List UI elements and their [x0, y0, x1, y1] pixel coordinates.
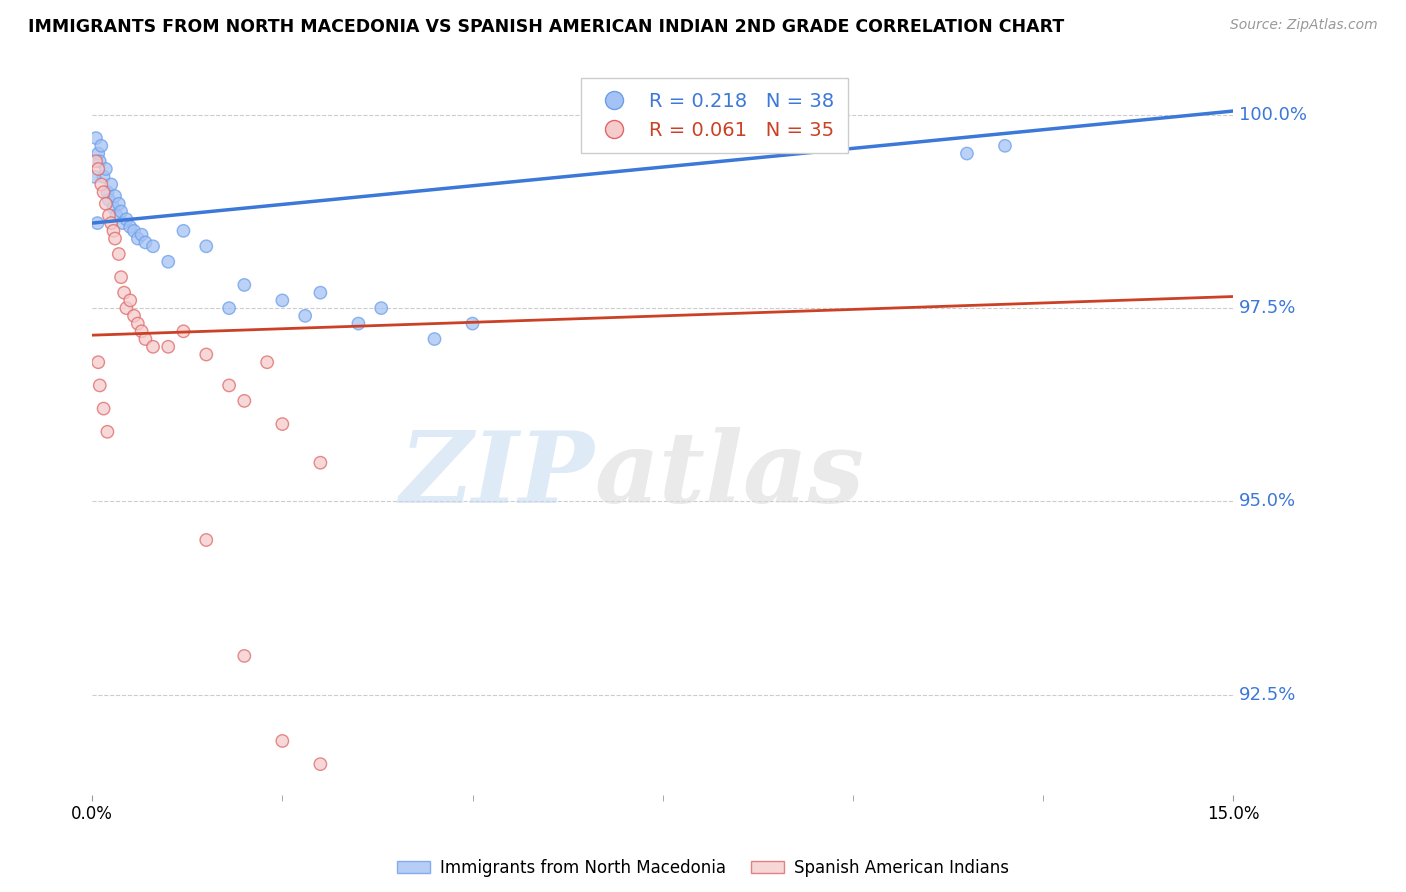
Point	[111, 216, 134, 230]
Point	[195, 239, 218, 253]
Point	[103, 201, 125, 215]
Point	[84, 131, 107, 145]
Point	[157, 254, 180, 268]
Text: 92.5%: 92.5%	[1239, 686, 1296, 704]
Point	[83, 169, 105, 184]
Text: atlas: atlas	[595, 427, 865, 524]
Point	[309, 757, 332, 772]
Text: ZIP: ZIP	[399, 427, 595, 524]
Point	[122, 309, 145, 323]
Point	[96, 425, 118, 439]
Point	[107, 247, 129, 261]
Point	[100, 216, 122, 230]
Point	[309, 285, 332, 300]
Point	[134, 235, 156, 250]
Point	[142, 340, 165, 354]
Point	[218, 378, 240, 392]
Point	[157, 340, 180, 354]
Text: Source: ZipAtlas.com: Source: ZipAtlas.com	[1230, 18, 1378, 32]
Point	[110, 270, 132, 285]
Point	[195, 533, 218, 547]
Point	[87, 355, 110, 369]
Point	[107, 196, 129, 211]
Point	[233, 277, 256, 292]
Point	[115, 212, 138, 227]
Point	[172, 324, 194, 338]
Point	[294, 309, 316, 323]
Point	[104, 189, 127, 203]
Point	[93, 401, 115, 416]
Legend: Immigrants from North Macedonia, Spanish American Indians: Immigrants from North Macedonia, Spanish…	[389, 853, 1017, 884]
Point	[131, 324, 153, 338]
Point	[195, 347, 218, 361]
Point	[104, 231, 127, 245]
Point	[97, 208, 120, 222]
Point	[956, 146, 979, 161]
Point	[271, 293, 294, 308]
Point	[120, 293, 142, 308]
Text: 97.5%: 97.5%	[1239, 299, 1296, 318]
Point	[994, 138, 1017, 153]
Point	[112, 285, 135, 300]
Point	[256, 355, 278, 369]
Point	[93, 169, 115, 184]
Point	[115, 301, 138, 315]
Point	[122, 224, 145, 238]
Text: 100.0%: 100.0%	[1239, 106, 1308, 124]
Point	[97, 193, 120, 207]
Point	[94, 161, 117, 176]
Point	[90, 138, 112, 153]
Point	[103, 224, 125, 238]
Point	[87, 161, 110, 176]
Point	[233, 393, 256, 408]
Point	[271, 417, 294, 431]
Point	[131, 227, 153, 242]
Point	[94, 196, 117, 211]
Point	[110, 204, 132, 219]
Point	[142, 239, 165, 253]
Point	[134, 332, 156, 346]
Legend: R = 0.218   N = 38, R = 0.061   N = 35: R = 0.218 N = 38, R = 0.061 N = 35	[581, 78, 848, 153]
Text: IMMIGRANTS FROM NORTH MACEDONIA VS SPANISH AMERICAN INDIAN 2ND GRADE CORRELATION: IMMIGRANTS FROM NORTH MACEDONIA VS SPANI…	[28, 18, 1064, 36]
Point	[233, 648, 256, 663]
Point	[90, 178, 112, 192]
Point	[423, 332, 446, 346]
Point	[100, 178, 122, 192]
Point	[461, 317, 484, 331]
Point	[84, 154, 107, 169]
Point	[309, 456, 332, 470]
Point	[89, 378, 111, 392]
Text: 95.0%: 95.0%	[1239, 492, 1296, 510]
Point	[120, 219, 142, 234]
Point	[87, 146, 110, 161]
Point	[86, 216, 108, 230]
Point	[271, 734, 294, 748]
Point	[105, 208, 128, 222]
Point	[370, 301, 392, 315]
Point	[347, 317, 370, 331]
Point	[127, 317, 149, 331]
Point	[89, 154, 111, 169]
Point	[96, 185, 118, 199]
Point	[218, 301, 240, 315]
Point	[93, 185, 115, 199]
Point	[172, 224, 194, 238]
Point	[127, 231, 149, 245]
